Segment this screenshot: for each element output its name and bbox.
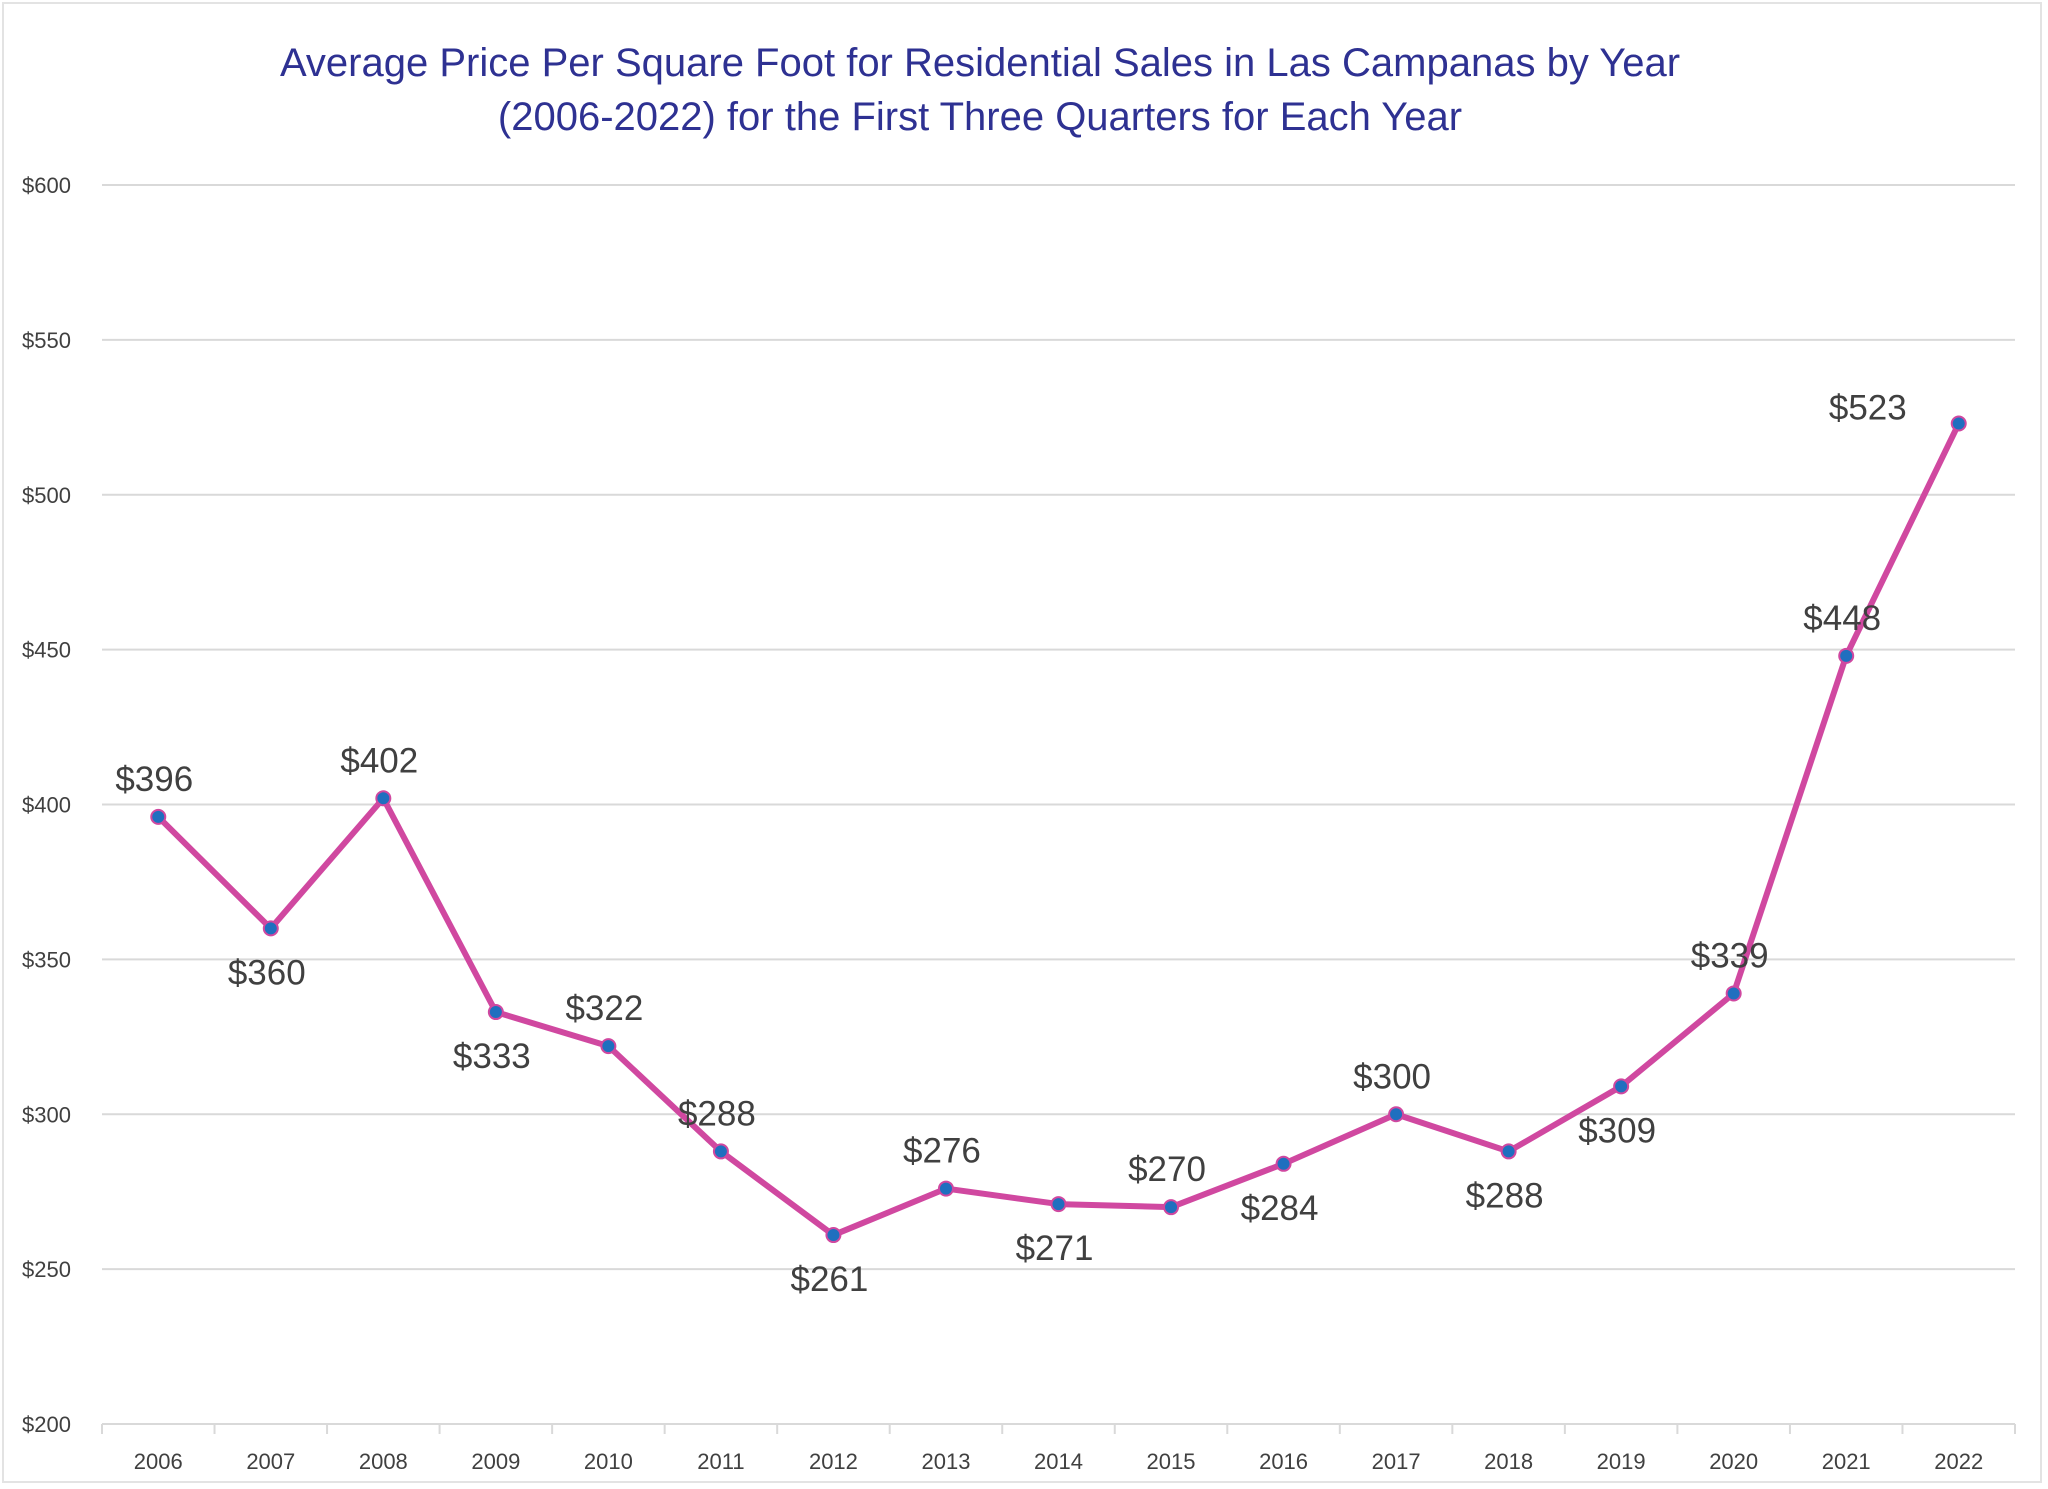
data-point-marker: [487, 1004, 504, 1021]
data-point-marker: [1500, 1143, 1517, 1160]
data-point-marker: [1388, 1106, 1405, 1123]
y-tick-label: $300: [22, 1102, 71, 1127]
data-label: $276: [903, 1132, 981, 1171]
chart-title-line-2: (2006-2022) for the First Three Quarters…: [497, 95, 1463, 139]
data-point-marker: [825, 1227, 842, 1244]
data-label: $402: [340, 741, 418, 780]
data-label: $523: [1829, 389, 1907, 428]
x-tick-label: 2022: [1934, 1449, 1983, 1474]
gridlines: [102, 184, 2015, 1425]
data-label: $284: [1241, 1189, 1319, 1228]
series-markers: [150, 415, 1967, 1244]
y-tick-label: $400: [22, 793, 71, 818]
data-point-marker: [712, 1143, 729, 1160]
y-axis-tick-labels: $200 $250 $300 $350 $400 $450 $500 $550 $600: [22, 173, 71, 1437]
data-label: $270: [1128, 1150, 1206, 1189]
x-tick-label: 2010: [584, 1449, 633, 1474]
y-tick-label: $500: [22, 483, 71, 508]
x-tick-label: 2006: [134, 1449, 183, 1474]
data-label: $322: [565, 989, 643, 1028]
chart-title: Average Price Per Square Foot for Reside…: [0, 36, 1960, 144]
y-tick-label: $600: [22, 173, 71, 198]
data-label: $333: [453, 1037, 531, 1076]
x-tick-label: 2009: [471, 1449, 520, 1474]
x-tick-label: 2013: [921, 1449, 970, 1474]
data-label: $448: [1803, 599, 1881, 638]
x-tick-label: 2008: [359, 1449, 408, 1474]
x-tick-label: 2007: [246, 1449, 295, 1474]
x-tick-label: 2014: [1034, 1449, 1083, 1474]
data-point-marker: [1725, 985, 1742, 1002]
data-label: $261: [791, 1260, 869, 1299]
x-tick-label: 2019: [1597, 1449, 1646, 1474]
y-tick-label: $250: [22, 1257, 71, 1282]
data-point-marker: [1613, 1078, 1630, 1095]
data-point-marker: [1950, 415, 1967, 432]
data-point-marker: [150, 808, 167, 825]
x-tick-label: 2016: [1259, 1449, 1308, 1474]
x-tick-label: 2020: [1709, 1449, 1758, 1474]
data-label: $300: [1353, 1057, 1431, 1096]
x-tick-label: 2015: [1147, 1449, 1196, 1474]
data-point-marker: [375, 790, 392, 807]
data-label: $288: [1466, 1176, 1544, 1215]
x-tick-label: 2018: [1484, 1449, 1533, 1474]
data-point-marker: [1050, 1196, 1067, 1213]
data-point-marker: [1275, 1155, 1292, 1172]
data-label: $309: [1578, 1111, 1656, 1150]
data-point-marker: [937, 1180, 954, 1197]
x-tick-label: 2012: [809, 1449, 858, 1474]
data-point-marker: [1838, 647, 1855, 664]
y-tick-label: $550: [22, 328, 71, 353]
data-labels: $396 $360 $402 $333 $322 $288 $261 $276 $271 $270…: [115, 389, 1906, 1300]
data-label: $396: [115, 760, 193, 799]
y-tick-label: $200: [22, 1412, 71, 1437]
x-tick-label: 2021: [1822, 1449, 1871, 1474]
x-tick-label: 2011: [697, 1449, 744, 1474]
data-point-marker: [600, 1038, 617, 1055]
y-tick-label: $450: [22, 638, 71, 663]
data-point-marker: [262, 920, 279, 937]
data-label: $271: [1016, 1229, 1094, 1268]
data-label: $288: [678, 1094, 756, 1133]
y-tick-label: $350: [22, 947, 71, 972]
data-point-marker: [1163, 1199, 1180, 1216]
x-tick-label: 2017: [1372, 1449, 1421, 1474]
x-axis: 2006 2007 2008 2009 2010 2011 2012 2013 2014 2015…: [101, 1424, 2016, 1474]
data-label: $339: [1691, 936, 1769, 975]
data-label: $360: [228, 953, 306, 992]
chart-title-line-1: Average Price Per Square Foot for Reside…: [279, 41, 1681, 85]
